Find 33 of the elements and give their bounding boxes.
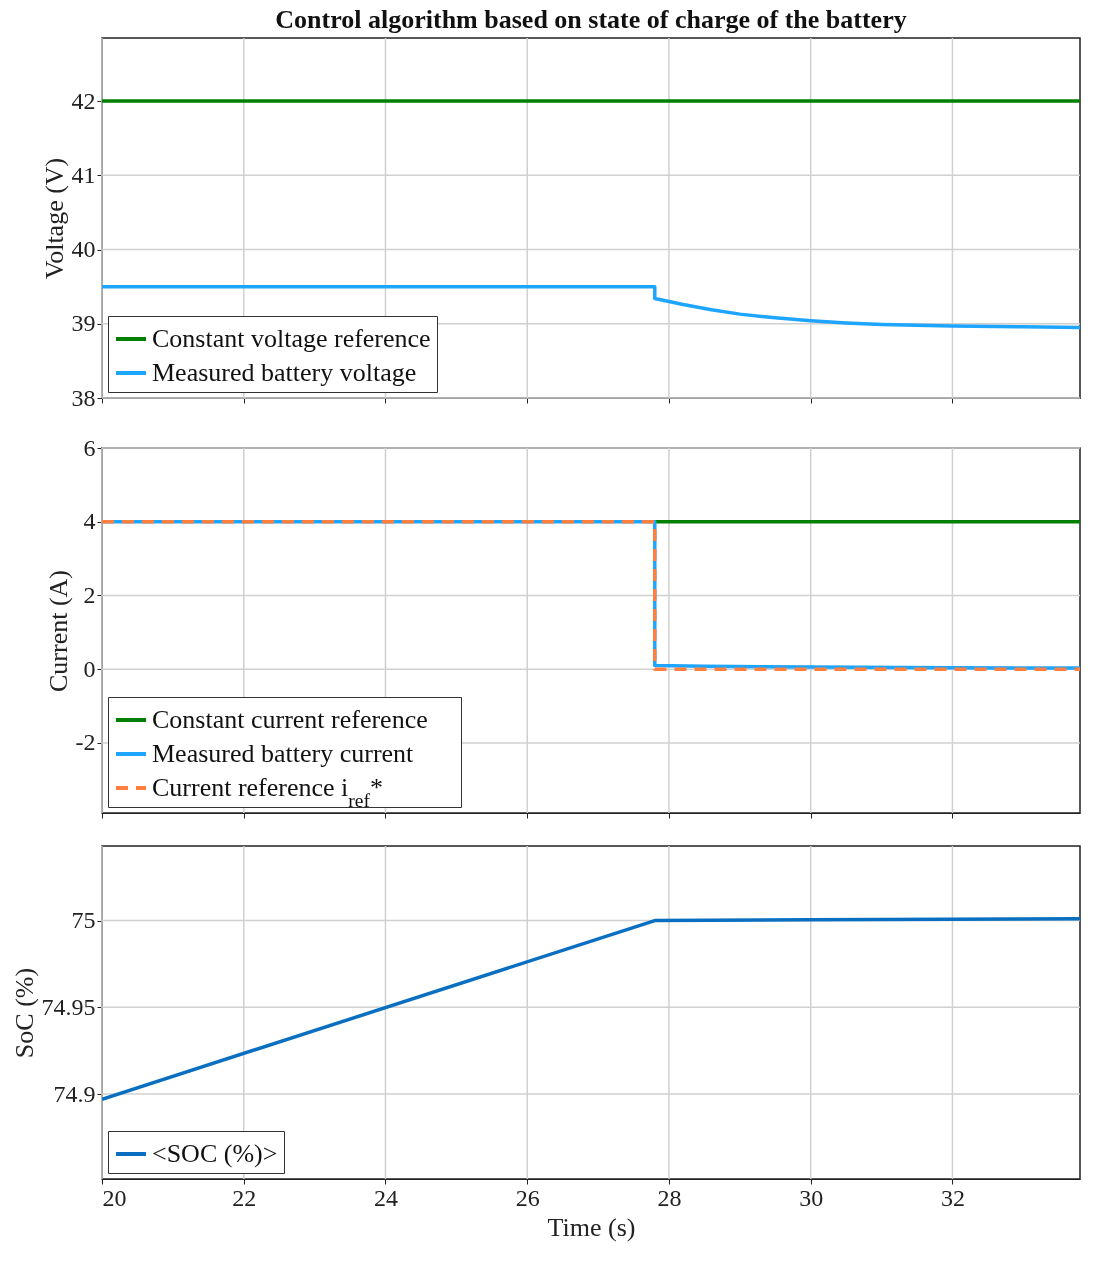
legend-label: Constant voltage reference	[152, 324, 431, 353]
y-tick-label: 38	[71, 384, 96, 411]
y-tick-label: 2	[83, 581, 96, 608]
y-tick-label: 75	[71, 907, 96, 934]
line-series	[102, 917, 1080, 1101]
x-tick-label: 32	[940, 1184, 965, 1211]
x-tick-label: 20	[102, 1184, 127, 1211]
y-tick-label: 4	[83, 508, 96, 535]
x-tick-label: 26	[515, 1184, 540, 1211]
y-tick-label: 74.95	[41, 993, 96, 1020]
legend-label: <SOC (%)>	[152, 1139, 278, 1168]
y-tick-label: 42	[71, 87, 96, 114]
y-tick-label: 41	[71, 161, 96, 188]
y-axis-title: Voltage (V)	[39, 157, 69, 280]
legend-label: Constant current reference	[152, 705, 428, 734]
y-axis-title: SoC (%)	[9, 967, 39, 1059]
x-tick-label: 28	[657, 1184, 682, 1211]
y-tick-label: -2	[75, 729, 96, 756]
legend-label: Current reference i$_{ref}$*	[152, 773, 383, 811]
y-tick-label: 40	[71, 236, 96, 263]
x-tick-label: 22	[232, 1184, 257, 1211]
y-tick-label: 6	[83, 434, 96, 461]
x-tick-label: 24	[373, 1184, 398, 1211]
x-axis-title: Time (s)	[547, 1212, 636, 1242]
legend-label: Measured battery voltage	[152, 358, 417, 387]
x-tick-label: 30	[799, 1184, 824, 1211]
legend-label: Measured battery current	[152, 739, 415, 768]
chart-title: Control algorithm based on state of charge of the battery	[275, 5, 907, 35]
y-tick-label: 0	[83, 655, 96, 682]
y-tick-label: 39	[71, 310, 96, 337]
y-tick-label: 74.9	[53, 1080, 96, 1107]
line-series	[102, 284, 1080, 330]
y-axis-title: Current (A)	[43, 569, 73, 693]
